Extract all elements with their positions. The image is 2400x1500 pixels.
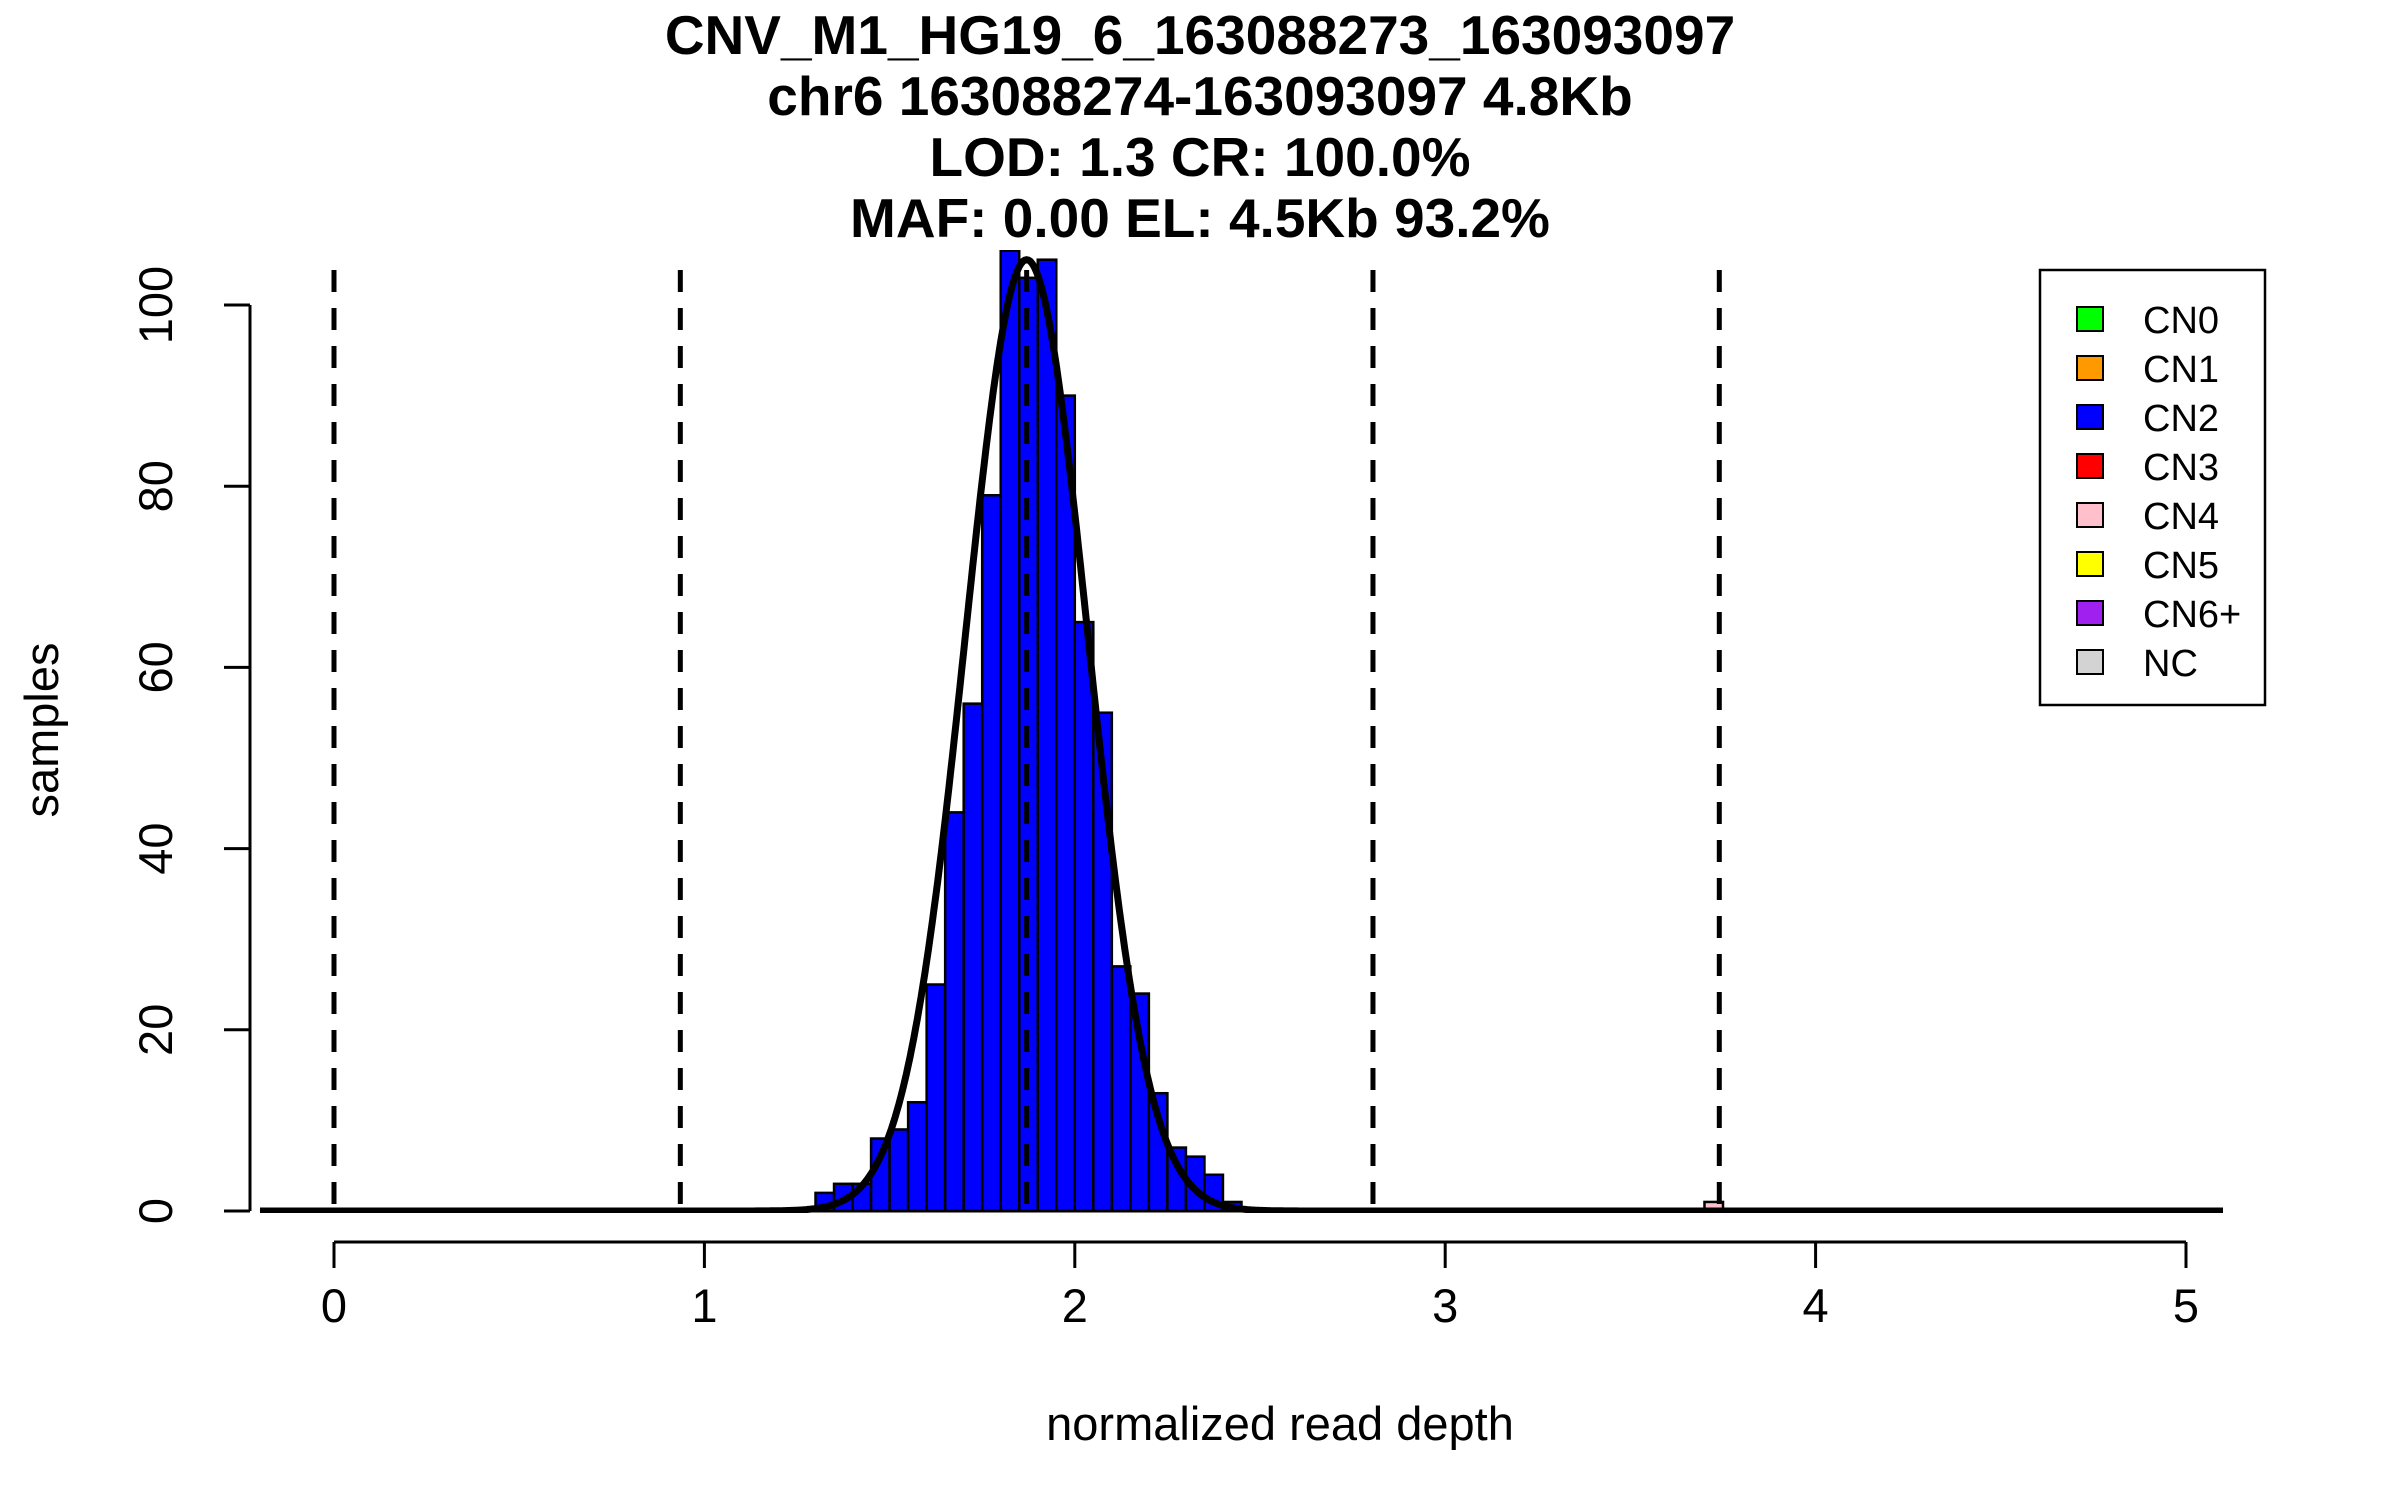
legend-box — [2038, 268, 2267, 707]
legend-swatch — [2076, 306, 2104, 332]
chart-title-line-3: LOD: 1.3 CR: 100.0% — [929, 126, 1471, 188]
x-axis-label: normalized read depth — [1046, 1397, 1514, 1450]
legend-swatch — [2076, 551, 2104, 577]
plot-area — [259, 250, 2223, 1213]
axes: 0 1 2 3 4 5 0 20 40 60 80 100 — [129, 266, 2199, 1332]
legend-swatch — [2076, 600, 2104, 626]
chart-title-line-4: MAF: 0.00 EL: 4.5Kb 93.2% — [850, 187, 1550, 249]
x-tick-label: 5 — [2173, 1279, 2199, 1332]
legend-swatch — [2076, 502, 2104, 528]
histogram-bar — [962, 702, 984, 1213]
legend-label: CN1 — [2143, 349, 2219, 391]
legend-label: NC — [2143, 643, 2198, 685]
y-tick-label: 20 — [129, 1004, 182, 1056]
histogram-bar — [1073, 620, 1095, 1213]
x-tick-label: 3 — [1432, 1279, 1458, 1332]
x-tick-label: 2 — [1062, 1279, 1088, 1332]
histogram-bar — [999, 250, 1021, 1213]
y-tick-label: 80 — [129, 460, 182, 512]
histogram-bar — [980, 494, 1002, 1213]
x-tick-label: 1 — [691, 1279, 717, 1332]
legend: CN0 CN1 CN2 CN3 CN4 CN5 CN6+ NC — [2038, 268, 2267, 707]
chart-title-line-1: CNV_M1_HG19_6_163088273_163093097 — [664, 4, 1736, 66]
x-tick-label: 4 — [1803, 1279, 1829, 1332]
y-axis-label: samples — [15, 642, 68, 817]
histogram-bar — [1036, 258, 1058, 1213]
legend-label: CN4 — [2143, 496, 2219, 538]
y-tick-label: 60 — [129, 641, 182, 693]
legend-swatch — [2076, 649, 2104, 675]
legend-swatch — [2076, 404, 2104, 430]
x-tick-label: 0 — [321, 1279, 347, 1332]
legend-label: CN6+ — [2143, 594, 2241, 636]
histogram-bar — [925, 983, 947, 1213]
legend-label: CN2 — [2143, 398, 2219, 440]
fitted-curve — [259, 256, 2223, 1213]
histogram-bar — [888, 1128, 910, 1213]
y-tick-label: 100 — [129, 266, 182, 344]
legend-label: CN3 — [2143, 447, 2219, 489]
legend-label: CN0 — [2143, 300, 2219, 342]
legend-label: CN5 — [2143, 545, 2219, 587]
histogram-bar — [943, 811, 965, 1213]
legend-swatch — [2076, 453, 2104, 479]
y-tick-label: 0 — [129, 1198, 182, 1224]
legend-swatch — [2076, 355, 2104, 381]
y-tick-label: 40 — [129, 822, 182, 874]
histogram-bar — [906, 1101, 928, 1213]
histogram-bar — [1110, 965, 1132, 1213]
chart-title-line-2: chr6 163088274-163093097 4.8Kb — [767, 65, 1633, 127]
